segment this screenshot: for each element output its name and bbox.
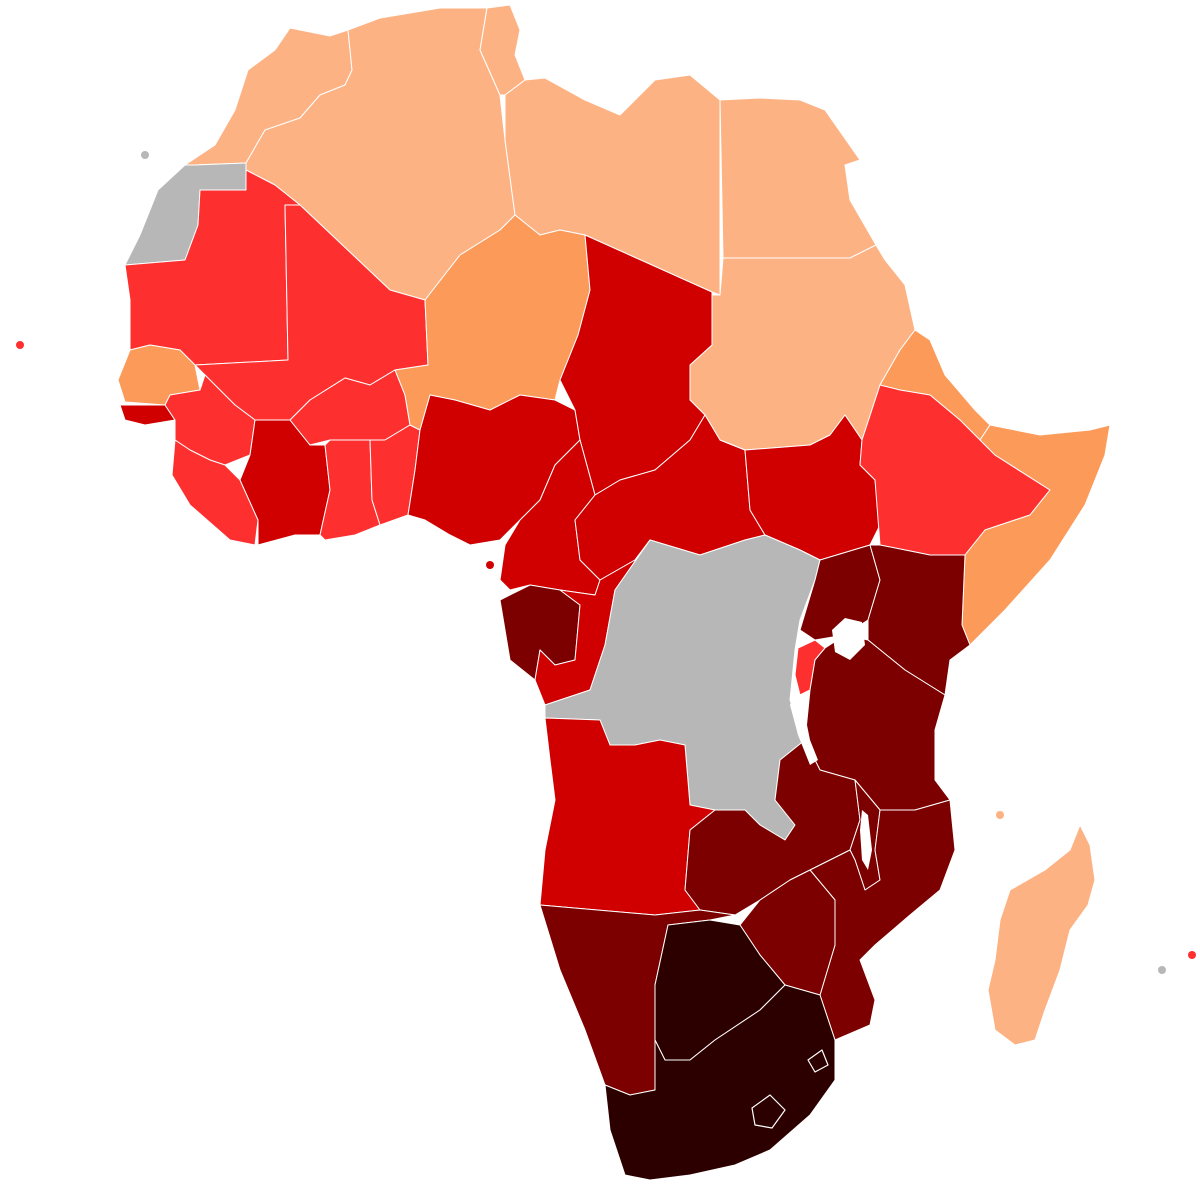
lake-malawi [860, 810, 872, 870]
island-canary [141, 151, 149, 159]
lake-tanganyika [790, 690, 818, 765]
island-comoros [996, 811, 1004, 819]
region-lesotho-enclave [751, 1094, 786, 1129]
region-eswatini-enclave [807, 1049, 829, 1073]
region-guinea-bissau [119, 404, 176, 426]
lake-victoria [832, 618, 865, 660]
region-kenya [867, 544, 971, 696]
island-sao-tome [486, 561, 494, 569]
island-cape-verde [16, 341, 24, 349]
region-mauritania [124, 169, 301, 366]
region-ghana [319, 439, 381, 541]
island-reunion [1158, 966, 1166, 974]
region-madagascar [987, 824, 1096, 1046]
island-mauritius [1188, 951, 1196, 959]
region-egypt [719, 97, 877, 259]
region-south-africa [604, 984, 836, 1181]
